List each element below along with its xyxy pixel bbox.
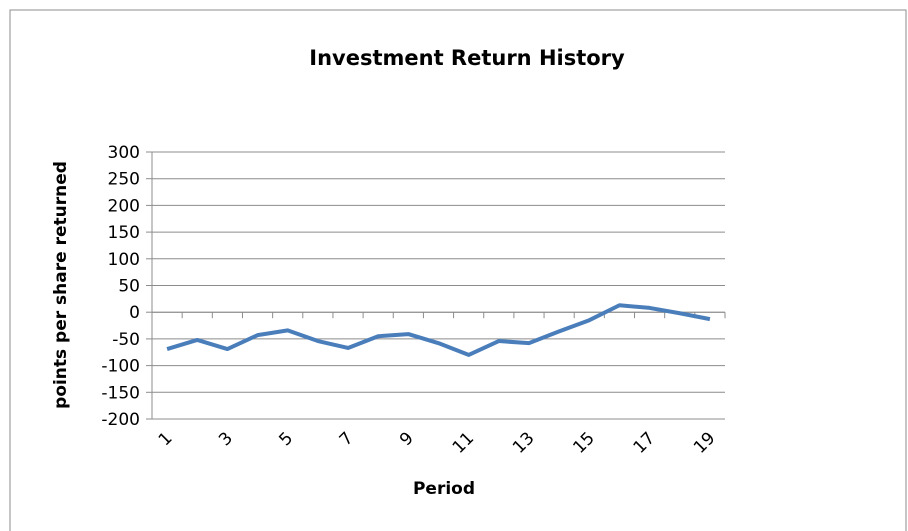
chart-title: Investment Return History	[309, 46, 625, 70]
chart-border	[9, 9, 907, 531]
y-tick-label: 200	[108, 196, 140, 216]
x-axis-label: Period	[413, 479, 475, 499]
y-tick-label: -200	[101, 410, 140, 430]
y-tick-label: 50	[118, 277, 140, 297]
data-line	[166, 303, 711, 357]
y-tick-label: 250	[108, 170, 140, 190]
y-tick-label: 150	[108, 223, 140, 243]
y-tick-label: 0	[129, 303, 140, 323]
y-axis-label: points per share returned	[51, 161, 71, 409]
y-tick-label: -50	[112, 330, 140, 350]
y-tick-label: 100	[108, 250, 140, 270]
y-tick-label: -100	[101, 357, 140, 377]
y-tick-label: 300	[108, 143, 140, 163]
y-tick-label: -150	[101, 383, 140, 403]
